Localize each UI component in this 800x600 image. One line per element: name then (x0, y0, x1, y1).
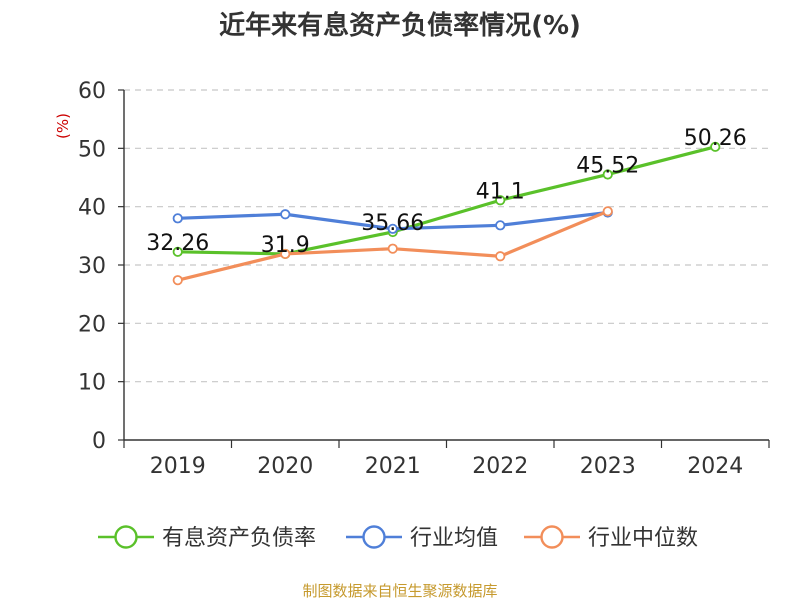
data-point (602, 206, 613, 217)
data-label: 45.52 (576, 153, 639, 178)
y-tick-label: 30 (78, 254, 106, 279)
data-point (495, 220, 506, 231)
legend-swatch-marker (362, 525, 386, 549)
y-tick-label: 0 (92, 429, 106, 454)
data-labels: 32.26 31.9 35.66 41.1 45.52 50.26 (146, 126, 746, 258)
data-point (172, 213, 183, 224)
y-tick-label: 60 (78, 79, 106, 104)
legend-label: 行业均值 (410, 526, 498, 551)
data-point (710, 141, 721, 152)
data-point (387, 223, 398, 234)
y-tick-label: 20 (78, 312, 106, 337)
axes: 0 10 20 30 40 50 60 2019 2020 2021 2022 2023 2024 (78, 79, 770, 479)
source-note: 制图数据来自恒生聚源数据库 (302, 582, 497, 600)
data-label: 41.1 (476, 179, 525, 204)
x-tick-label: 2019 (150, 454, 206, 479)
chart-title: 近年来有息资产负债率情况(%) (219, 10, 581, 41)
data-label: 31.9 (261, 233, 310, 258)
legend-label: 行业中位数 (588, 526, 698, 551)
data-label: 32.26 (146, 231, 209, 256)
gridlines (124, 89, 769, 383)
data-point (495, 195, 506, 206)
x-tick-label: 2022 (472, 454, 528, 479)
x-tick-label: 2024 (687, 454, 743, 479)
data-point (495, 251, 506, 262)
data-point (172, 275, 183, 286)
data-point (602, 169, 613, 180)
legend: 有息资产负债率 行业均值 行业中位数 (98, 525, 698, 551)
legend-label: 有息资产负债率 (162, 526, 316, 551)
legend-swatch-marker (540, 525, 564, 549)
data-point (280, 248, 291, 260)
legend-swatch-marker (114, 525, 138, 549)
data-label: 35.66 (361, 211, 424, 236)
y-axis-unit-label: (%) (54, 113, 72, 139)
x-tick-label: 2023 (580, 454, 636, 479)
x-tick-label: 2021 (365, 454, 421, 479)
series-lines (172, 141, 721, 286)
data-point (172, 246, 183, 257)
y-tick-label: 50 (78, 137, 106, 162)
y-tick-label: 40 (78, 196, 106, 221)
series-line (176, 145, 717, 256)
data-point (387, 243, 398, 254)
y-tick-label: 10 (78, 371, 106, 396)
data-label: 50.26 (684, 126, 747, 151)
x-tick-label: 2020 (257, 454, 313, 479)
data-point (280, 209, 291, 220)
